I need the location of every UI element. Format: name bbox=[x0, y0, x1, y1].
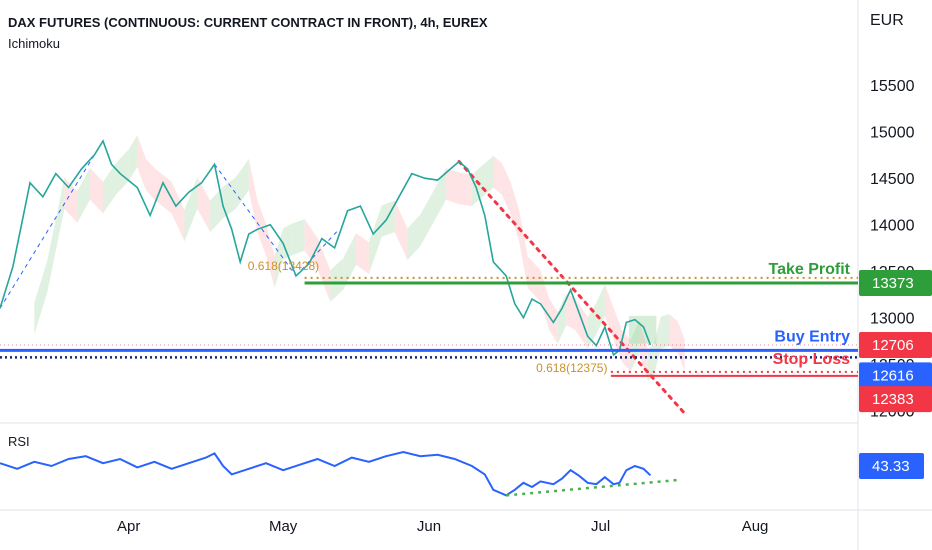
ichimoku-cloud bbox=[34, 135, 685, 381]
cloud-segment bbox=[540, 270, 550, 330]
cloud-segment bbox=[501, 163, 511, 214]
take-profit-price-badge: 13373 bbox=[859, 270, 932, 297]
cloud-segment bbox=[235, 158, 249, 209]
cloud-segment bbox=[459, 172, 472, 207]
cloud-segment bbox=[184, 177, 198, 242]
last-price: 12706 bbox=[872, 337, 914, 354]
cloud-segment bbox=[647, 344, 654, 381]
cloud-segment bbox=[223, 177, 236, 219]
cloud-segment bbox=[596, 284, 605, 335]
cloud-segment bbox=[145, 158, 155, 200]
cloud-segment bbox=[356, 233, 369, 274]
price-tick-label: 13000 bbox=[870, 311, 915, 328]
cloud-segment bbox=[266, 223, 275, 288]
stop-loss-price-badge: 12383 bbox=[859, 386, 932, 413]
downtrend-line bbox=[457, 159, 688, 417]
cloud-segment bbox=[103, 163, 116, 214]
fib-upper-label: 0.618(13428) bbox=[248, 259, 319, 273]
time-axis: Apr May Jun Jul Aug bbox=[117, 518, 768, 535]
rsi-badge-bg bbox=[859, 453, 924, 479]
currency-label: EUR bbox=[870, 12, 904, 29]
last-price-badge: 12706 bbox=[859, 332, 932, 359]
cloud-segment bbox=[660, 314, 670, 349]
take-profit-label: Take Profit bbox=[769, 261, 851, 278]
cloud-segment bbox=[47, 219, 56, 293]
cloud-segment bbox=[630, 321, 640, 372]
cloud-segment bbox=[677, 321, 685, 372]
cloud-segment bbox=[394, 200, 408, 260]
cloud-segment bbox=[527, 256, 541, 302]
cloud-segment bbox=[248, 158, 258, 233]
stop-loss-label: Stop Loss bbox=[773, 351, 850, 368]
cloud-segment bbox=[446, 168, 459, 205]
swing-line-down bbox=[214, 163, 297, 277]
cloud-segment bbox=[653, 316, 661, 377]
cloud-segment bbox=[604, 284, 614, 340]
cloud-segment bbox=[566, 293, 575, 330]
cloud-segment bbox=[343, 233, 357, 290]
cloud-segment bbox=[210, 186, 224, 233]
cloud-segment bbox=[283, 223, 292, 260]
cloud-segment bbox=[381, 200, 395, 237]
indicator-label: Ichimoku bbox=[8, 36, 60, 51]
cloud-segment bbox=[197, 177, 211, 233]
rsi-label: RSI bbox=[8, 434, 30, 449]
price-series-line bbox=[0, 139, 652, 357]
time-tick-label: May bbox=[269, 518, 298, 535]
price-tick-label: 14500 bbox=[870, 171, 915, 188]
cloud-segment bbox=[291, 219, 305, 256]
rsi-value: 43.33 bbox=[872, 458, 910, 475]
price-axis: 1200012500130001350014000145001500015500 bbox=[870, 78, 915, 421]
cloud-segment bbox=[154, 168, 172, 214]
cloud-segment bbox=[330, 258, 344, 302]
rsi-value-badge: 43.33 bbox=[859, 453, 924, 479]
cloud-segment bbox=[274, 228, 284, 288]
cloud-segment bbox=[587, 302, 597, 349]
buy-entry-price-badge: 12616 bbox=[859, 362, 932, 389]
swing-line-up bbox=[0, 140, 104, 309]
chart-title: DAX FUTURES (CONTINUOUS: CURRENT CONTRAC… bbox=[8, 15, 488, 30]
fib-lower-label: 0.618(12375) bbox=[536, 361, 607, 375]
price-tick-label: 15500 bbox=[870, 78, 915, 95]
cloud-segment bbox=[433, 168, 447, 223]
buy-entry-price: 12616 bbox=[872, 367, 914, 384]
trade-levels bbox=[0, 276, 858, 377]
cloud-segment bbox=[420, 191, 434, 247]
time-tick-label: Apr bbox=[117, 518, 140, 535]
cloud-segment bbox=[557, 293, 567, 344]
cloud-segment bbox=[510, 181, 520, 242]
cloud-segment bbox=[90, 168, 103, 214]
price-tick-label: 15000 bbox=[870, 125, 915, 142]
rsi-series-line bbox=[0, 450, 652, 497]
time-tick-label: Jul bbox=[591, 518, 610, 535]
time-tick-label: Aug bbox=[742, 518, 769, 535]
cloud-segment bbox=[519, 209, 528, 288]
cloud-segment bbox=[407, 214, 421, 260]
time-tick-label: Jun bbox=[417, 518, 441, 535]
cloud-segment bbox=[55, 177, 65, 251]
cloud-segment bbox=[77, 168, 91, 223]
price-tick-label: 14000 bbox=[870, 218, 915, 235]
cloud-segment bbox=[128, 135, 138, 181]
take-profit-price: 13373 bbox=[872, 275, 914, 292]
cloud-segment bbox=[34, 261, 48, 335]
buy-entry-label: Buy Entry bbox=[774, 328, 850, 345]
cloud-segment bbox=[137, 135, 146, 191]
cloud-segment bbox=[115, 149, 129, 195]
cloud-segment bbox=[669, 314, 678, 353]
stop-loss-price: 12383 bbox=[872, 391, 914, 408]
cloud-segment bbox=[368, 205, 382, 274]
cloud-segment bbox=[317, 237, 331, 302]
cloud-segment bbox=[493, 155, 502, 195]
cloud-segment bbox=[64, 177, 78, 223]
cloud-segment bbox=[484, 155, 494, 195]
cloud-segment bbox=[171, 181, 185, 242]
